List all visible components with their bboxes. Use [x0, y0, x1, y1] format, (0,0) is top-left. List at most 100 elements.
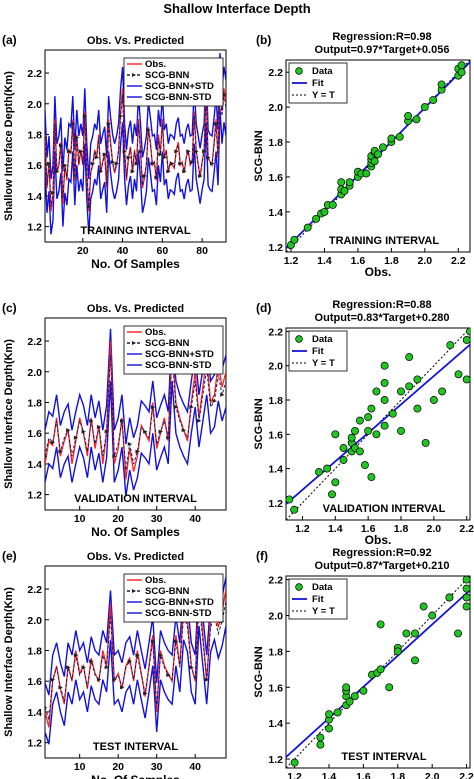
predicted-marker	[170, 161, 175, 166]
figure-title: Shallow Interface Depth	[163, 1, 310, 16]
interval-label: TRAINING INTERVAL	[329, 235, 439, 247]
scatter-1-ytick-label: 1.2	[268, 242, 283, 254]
predicted-marker	[122, 149, 128, 154]
predicted-marker	[81, 665, 87, 670]
predicted-marker	[120, 685, 125, 690]
predicted-marker	[74, 135, 80, 140]
data-point	[397, 426, 405, 435]
predicted-marker	[45, 136, 48, 139]
data-point	[325, 724, 333, 733]
predicted-marker	[104, 429, 110, 434]
data-point	[454, 629, 462, 638]
regression-equation: Output=0.97*Target+0.056	[315, 44, 450, 56]
data-point	[286, 495, 294, 504]
scatter-3-xtick-label: 1.2	[287, 771, 302, 779]
data-point	[323, 464, 332, 473]
data-point	[457, 68, 466, 77]
predicted-marker	[73, 653, 79, 658]
data-point	[328, 200, 337, 209]
data-point	[359, 686, 368, 695]
legend-label: Obs.	[145, 575, 166, 586]
interval-label: VALIDATION INTERVAL	[323, 503, 446, 515]
y-axis-label: Shallow Interface Depth(Km)	[3, 587, 15, 737]
data-point	[340, 186, 349, 195]
predicted-marker	[130, 169, 136, 174]
y-axis-label: SCG-BNN	[253, 646, 265, 697]
predicted-marker	[104, 665, 110, 670]
predicted-marker	[50, 677, 56, 682]
predicted-marker	[58, 143, 64, 148]
data-point	[350, 692, 359, 701]
data-point	[339, 444, 348, 452]
x-axis-label: Obs.	[365, 533, 392, 547]
scatter-3-ytick-label: 1.8	[268, 646, 283, 658]
predicted-marker	[66, 428, 71, 433]
legend-label: Y = T	[312, 358, 335, 369]
data-point	[412, 115, 421, 124]
predicted-marker	[73, 435, 79, 440]
predicted-marker	[106, 121, 112, 126]
predicted-marker	[120, 418, 125, 423]
data-point	[328, 490, 336, 499]
scatter-2-ytick-label: 2.2	[268, 326, 283, 338]
data-point	[367, 404, 376, 413]
line-3-xtick-label: 10	[74, 761, 86, 773]
scatter-2-ytick-label: 1.2	[268, 498, 283, 510]
predicted-marker	[202, 149, 207, 154]
line-2-ytick-label: 2.0	[27, 367, 42, 379]
predicted-marker	[98, 169, 104, 174]
legend-label: SCG-BNN-STD	[145, 608, 212, 619]
panel-label: (e)	[2, 549, 17, 563]
scatter-2-ytick-label: 2.0	[268, 361, 283, 373]
predicted-marker	[90, 161, 96, 166]
scatter-2-ytick-label: 1.4	[268, 464, 283, 476]
predicted-marker	[142, 173, 147, 178]
scatter-2-xtick-label: 1.2	[295, 523, 310, 535]
data-point	[367, 473, 376, 482]
data-point	[380, 396, 389, 404]
data-point	[342, 683, 351, 692]
data-point	[316, 733, 325, 742]
line-3-ytick-label: 1.8	[27, 645, 42, 657]
panel-title: Obs. Vs. Predicted	[87, 551, 184, 563]
legend-label: SCG-BNN-STD	[145, 360, 212, 371]
predicted-marker	[158, 653, 164, 658]
line-2-ytick-label: 1.4	[27, 459, 42, 471]
panel-title: Obs. Vs. Predicted	[87, 35, 184, 47]
data-point	[429, 96, 438, 105]
predicted-marker	[112, 677, 117, 682]
data-point	[345, 178, 354, 187]
predicted-marker	[102, 152, 108, 157]
data-point	[339, 456, 348, 464]
scatter-1-ytick-label: 1.4	[268, 207, 283, 219]
predicted-marker	[89, 418, 94, 423]
scatter-1-xtick-label: 2.0	[418, 255, 433, 267]
fit-line	[286, 344, 470, 505]
data-point	[314, 468, 323, 476]
predicted-marker	[45, 706, 48, 709]
data-point	[457, 61, 466, 70]
data-point	[445, 593, 454, 602]
scatter-1-ytick-label: 2.0	[268, 102, 283, 114]
predicted-marker	[189, 665, 194, 670]
predicted-marker	[112, 454, 117, 459]
data-point	[411, 629, 419, 638]
predicted-marker	[126, 155, 132, 160]
predicted-marker	[94, 155, 100, 160]
data-point	[331, 478, 340, 487]
std-lower-series	[45, 108, 226, 235]
data-point	[462, 584, 470, 593]
data-point	[333, 708, 342, 717]
line-1-ytick-label: 1.2	[27, 222, 42, 234]
data-point	[428, 611, 437, 620]
interval-label: TEST INTERVAL	[341, 751, 426, 763]
predicted-marker	[58, 449, 63, 454]
data-point	[290, 758, 299, 767]
data-point	[413, 404, 422, 413]
predicted-marker	[45, 455, 48, 458]
predicted-marker	[50, 440, 56, 445]
